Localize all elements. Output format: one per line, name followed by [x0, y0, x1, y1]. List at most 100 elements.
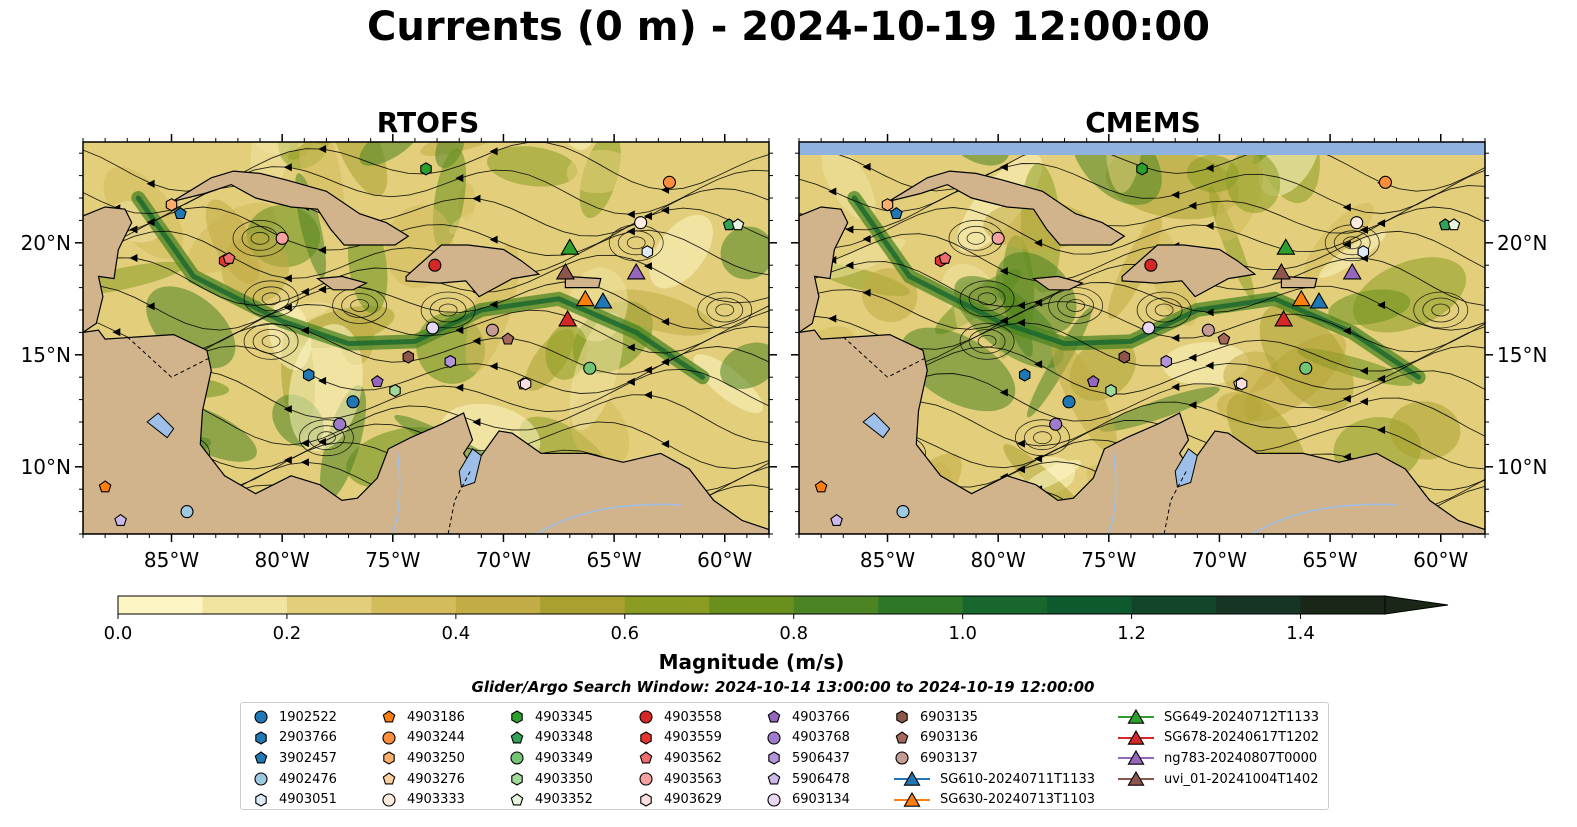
figure-title: Currents (0 m) - 2024-10-19 12:00:00 [367, 4, 1210, 50]
obs-marker-4903562 [938, 251, 952, 264]
streamline-arrow [283, 405, 292, 414]
colorbar-extend-arrow [1384, 595, 1449, 615]
eddy-streamline [350, 299, 370, 312]
streamline-arrow [129, 254, 138, 263]
lat-tick-label: 10°N [21, 455, 71, 479]
obs-marker-5906478 [114, 513, 127, 526]
legend-item: 4903348 [509, 728, 593, 749]
obs-marker-5906478 [830, 513, 843, 526]
legend-label: 4903563 [664, 771, 722, 787]
obs-marker-6903134 [1142, 321, 1156, 335]
magnitude-patch [1389, 401, 1461, 460]
legend-item: 4903562 [638, 748, 722, 769]
streamline-arrow [626, 343, 635, 352]
lake [458, 448, 482, 488]
streamline-arrow [1377, 374, 1386, 383]
legend-item: 1902522 [253, 707, 337, 728]
legend-label: 4903276 [407, 771, 465, 787]
obs-marker-4903352 [731, 218, 745, 231]
streamline-arrow [661, 317, 670, 326]
eddy-streamline [243, 280, 299, 318]
obs-marker-6903136 [1217, 332, 1231, 345]
legend-marker [639, 751, 653, 764]
streamline [799, 230, 1485, 282]
obs-marker-4903629 [1235, 377, 1248, 391]
eddy-streamline [617, 230, 655, 256]
legend-item: 4903768 [766, 728, 850, 749]
legend-item: ng783-20240807T0000 [1118, 748, 1319, 769]
streamline-arrow [1016, 318, 1025, 327]
land-mass [1031, 275, 1084, 291]
streamline-arrow [300, 287, 309, 296]
land-mass [1121, 244, 1257, 298]
legend-label: 4902476 [279, 771, 337, 787]
legend-item: SG649-20240712T1133 [1118, 707, 1319, 728]
legend-marker [255, 731, 267, 745]
streamline-arrow [626, 210, 635, 219]
streamline-arrow [489, 300, 498, 309]
legend-label: 6903137 [920, 750, 978, 766]
legend-marker-triangle-icon [1118, 770, 1154, 786]
legend-label: 4903244 [407, 730, 465, 746]
legend-item: 4903563 [638, 769, 722, 790]
legend-label: 5906478 [792, 771, 850, 787]
colorbar-tick-label: 1.2 [1117, 623, 1146, 644]
obs-marker-ng783-20240807T0000 [626, 262, 646, 280]
legend-marker [767, 793, 781, 807]
streamline-arrow [1188, 401, 1197, 410]
eddy-streamline [1024, 425, 1061, 451]
legend-item: SG610-20240711T1133 [894, 769, 1095, 790]
land-mass [799, 329, 1485, 534]
country-border [842, 336, 928, 378]
eddy-streamline [429, 297, 467, 323]
streamline-arrow [1342, 452, 1351, 461]
legend-marker-circle-icon [254, 772, 268, 786]
obs-marker-SG678-20240617T1202 [1274, 309, 1294, 327]
eddy-streamline [1422, 297, 1460, 323]
legend-marker-hexagon-icon [255, 731, 267, 745]
legend-marker-circle-icon [767, 793, 781, 807]
streamline-arrow [489, 235, 498, 244]
legend-item: 4903276 [381, 769, 465, 790]
colorbar-segment [878, 596, 964, 614]
magnitude-patch [945, 0, 1056, 64]
legend-item: 4903352 [509, 789, 593, 810]
obs-marker-2903766 [1018, 368, 1031, 382]
river [392, 451, 401, 534]
magnitude-patch [486, 146, 578, 187]
magnitude-patch [720, 226, 769, 280]
obs-marker-4902476 [180, 505, 194, 519]
legend-item: 3902457 [253, 748, 337, 769]
legend-column: SG649-20240712T1133 SG678-20240617T1202 ng… [1118, 707, 1319, 789]
legend-marker-circle-icon [382, 731, 396, 745]
streamline-arrow [318, 246, 327, 255]
legend-marker-pentagon-icon [895, 731, 909, 744]
legend-column: 4903766 4903768 5906437 5906478 6903134 [766, 707, 850, 810]
lake [862, 412, 891, 439]
obs-marker-4903051 [641, 245, 654, 259]
land-mass [799, 206, 849, 334]
eddy-streamline [332, 287, 388, 324]
legend-item: 4903766 [766, 707, 850, 728]
legend-column: 1902522 2903766 3902457 4902476 4903051 [253, 707, 337, 810]
streamline-arrow [1171, 334, 1180, 343]
magnitude-patch [321, 27, 352, 91]
colorbar-segment [118, 596, 203, 614]
legend-marker-pentagon-icon [382, 772, 396, 785]
obs-marker-4903558 [428, 258, 442, 272]
legend-label: uvi_01-20241004T1402 [1164, 771, 1319, 787]
colorbar-segment [540, 596, 626, 614]
legend-marker-pentagon-icon [510, 731, 524, 744]
legend-item: 4903558 [638, 707, 722, 728]
map-panel-rtofs: 85°W 80°W 75°W 70°W 65°W 60°W 10°N 15°N 20°N [21, 27, 777, 572]
streamline-arrow [999, 267, 1008, 276]
obs-marker-4903768 [1049, 417, 1063, 431]
eddy-streamline [1413, 291, 1469, 329]
eddy-streamline [1136, 291, 1192, 329]
obs-marker-ng783-20240807T0000 [1342, 262, 1362, 280]
lon-tick-label: 60°W [1413, 548, 1468, 572]
streamline-arrow [845, 225, 854, 234]
streamline-arrow [300, 326, 309, 335]
streamline-arrow [1205, 221, 1214, 230]
